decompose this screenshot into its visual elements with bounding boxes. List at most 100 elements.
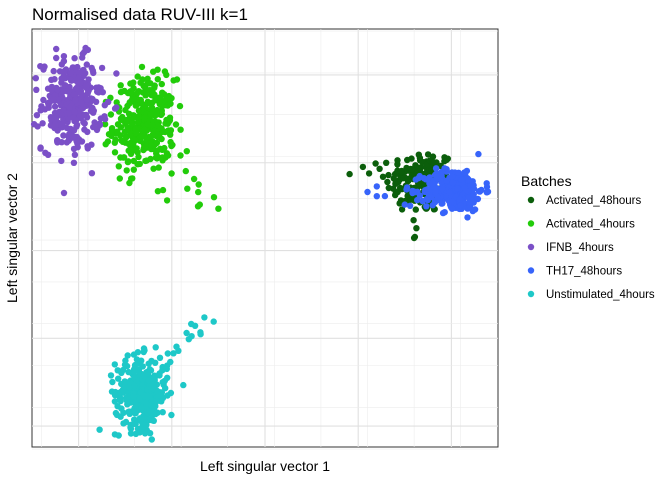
point (149, 131, 156, 138)
point (70, 145, 78, 153)
point (118, 405, 125, 412)
point (124, 89, 132, 97)
point (88, 170, 96, 177)
legend-swatch (527, 196, 535, 204)
point (164, 392, 171, 399)
point (139, 363, 146, 370)
point (172, 121, 180, 128)
point (44, 151, 52, 158)
point (126, 384, 133, 391)
point (403, 186, 410, 193)
point (58, 111, 66, 119)
point (148, 436, 155, 443)
point (151, 82, 158, 89)
point (471, 206, 479, 213)
point (78, 138, 86, 145)
point (144, 75, 151, 83)
point (76, 112, 84, 120)
grid-lines (32, 29, 498, 450)
point (424, 151, 432, 158)
point (152, 410, 159, 418)
point (159, 409, 166, 416)
point (461, 169, 468, 176)
point (397, 197, 405, 204)
point (72, 117, 80, 124)
point (154, 188, 162, 195)
point (144, 80, 151, 87)
point (468, 198, 476, 205)
point (144, 98, 151, 106)
point (114, 128, 121, 135)
point (107, 111, 115, 118)
point (373, 183, 380, 190)
point (115, 432, 122, 439)
point (127, 131, 134, 138)
point (376, 165, 383, 172)
point (133, 356, 141, 363)
point (392, 180, 399, 187)
point (48, 115, 55, 122)
point (190, 175, 198, 183)
series-Activated_4hours (101, 63, 222, 212)
point (365, 170, 373, 177)
point (30, 121, 38, 128)
point (134, 95, 141, 103)
point (404, 192, 411, 200)
point (139, 76, 146, 83)
legend-item: Activated_48hours (527, 195, 642, 207)
point (159, 154, 166, 161)
point (77, 69, 84, 76)
point (126, 140, 133, 147)
point (195, 181, 202, 188)
point (432, 165, 440, 172)
point (146, 430, 154, 437)
point (177, 126, 184, 133)
point (83, 96, 91, 103)
point (408, 166, 416, 173)
point (167, 358, 174, 366)
point (195, 188, 202, 196)
point (54, 86, 61, 94)
point (96, 426, 103, 433)
legend: Batches Activated_48hours Activated_4hour… (521, 173, 655, 301)
point (67, 69, 75, 77)
point (215, 205, 222, 212)
point (136, 160, 143, 168)
point (439, 185, 446, 193)
point (84, 90, 91, 97)
point (132, 125, 139, 133)
point (409, 187, 416, 195)
point (441, 165, 448, 172)
point (154, 76, 161, 83)
point (415, 164, 422, 172)
point (434, 194, 441, 201)
x-axis-label: Left singular vector 1 (200, 458, 330, 474)
point (60, 72, 68, 80)
point (101, 102, 109, 109)
point (415, 174, 422, 182)
point (140, 133, 148, 140)
point (124, 158, 132, 166)
legend-label: TH17_48hours (546, 266, 622, 278)
point (53, 54, 60, 62)
point (177, 152, 184, 159)
point (152, 403, 159, 410)
point (143, 157, 150, 164)
point (84, 128, 91, 136)
point (470, 191, 477, 198)
point (69, 134, 77, 141)
point (131, 364, 138, 372)
point (429, 179, 436, 186)
point (404, 156, 411, 164)
point (153, 139, 161, 146)
point (142, 142, 150, 150)
point (50, 67, 57, 75)
point (138, 63, 146, 71)
point (77, 79, 84, 87)
point (83, 83, 90, 91)
point (420, 175, 428, 182)
series-Unstimulated_4hours (96, 314, 217, 443)
point (123, 116, 131, 124)
point (70, 91, 78, 98)
point (201, 314, 208, 321)
